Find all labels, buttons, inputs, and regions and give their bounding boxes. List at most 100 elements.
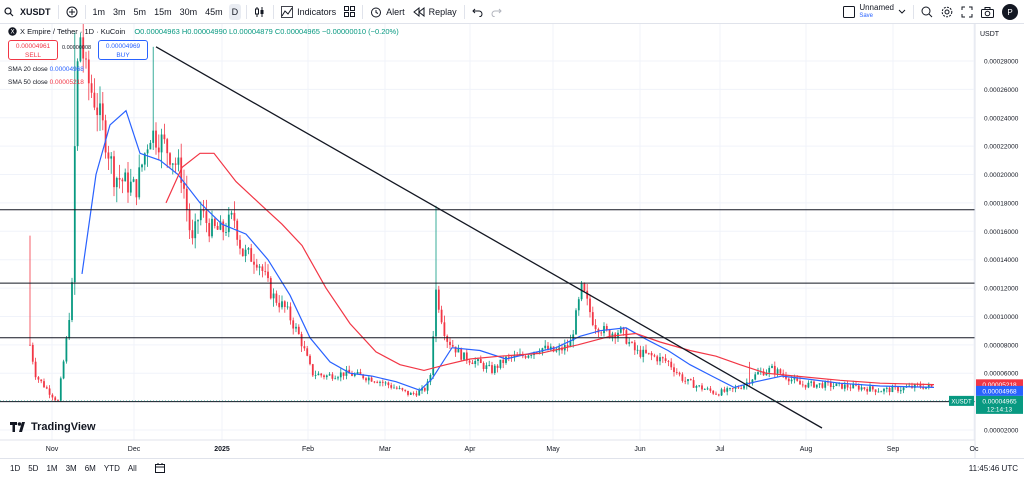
- candle-body: [860, 387, 863, 390]
- candle-body: [485, 365, 488, 370]
- sma20-legend[interactable]: SMA 20 close 0.00004968: [8, 66, 84, 73]
- spread-value: 0.00000008: [62, 45, 92, 51]
- candle-body: [633, 342, 636, 351]
- tf-15m[interactable]: 15m: [154, 6, 172, 17]
- sell-button[interactable]: 0.00004961 SELL: [8, 40, 58, 60]
- candle-body: [317, 373, 320, 376]
- tf-1m[interactable]: 1m: [92, 6, 106, 17]
- candle-body: [689, 379, 692, 381]
- time-axis: Nov Dec 2025 Feb Mar Apr May Jun Jul Aug Sep Oc: [0, 439, 979, 453]
- candle-body: [174, 163, 177, 165]
- indicators-label: Indicators: [297, 6, 337, 17]
- candle-body: [743, 385, 745, 389]
- candle-body: [869, 386, 871, 392]
- undo-button[interactable]: [468, 0, 487, 24]
- candle-body: [488, 365, 491, 366]
- candle-body: [194, 221, 197, 239]
- candle-body: [524, 356, 527, 358]
- candle-body: [639, 349, 642, 357]
- range-ytd[interactable]: YTD: [103, 464, 120, 473]
- candle-body: [891, 386, 894, 393]
- descending-trendline: [155, 46, 823, 429]
- candle-body: [706, 388, 709, 390]
- candle-body: [843, 384, 846, 389]
- buy-button[interactable]: 0.00004969 BUY: [98, 40, 148, 60]
- chart-type-button[interactable]: [250, 0, 270, 24]
- candle-body: [110, 156, 113, 159]
- candle-body: [278, 302, 281, 308]
- snapshot-button[interactable]: [977, 0, 998, 24]
- candle-body: [496, 365, 499, 368]
- range-3m[interactable]: 3M: [65, 464, 77, 473]
- time-tick-label: Feb: [302, 446, 314, 453]
- candle-body: [773, 365, 776, 374]
- candle-body: [415, 393, 418, 396]
- candle-body: [331, 374, 334, 379]
- candles-icon: [255, 6, 264, 17]
- tf-30m[interactable]: 30m: [179, 6, 198, 17]
- candle-body: [507, 356, 510, 358]
- tf-3m[interactable]: 3m: [113, 6, 126, 17]
- fullscreen-button[interactable]: [957, 0, 977, 24]
- last-price-tag: [976, 395, 1023, 414]
- goto-date-button[interactable]: [151, 462, 169, 475]
- candle-body: [888, 387, 891, 393]
- user-menu[interactable]: P: [998, 0, 1024, 24]
- candle-body: [684, 380, 687, 382]
- candle-body: [339, 372, 342, 378]
- candle-body: [726, 388, 729, 392]
- candle-body: [899, 390, 902, 392]
- redo-button[interactable]: [487, 0, 506, 24]
- settings-button[interactable]: [937, 0, 957, 24]
- indicators-button[interactable]: Indicators: [277, 0, 340, 24]
- candle-body: [412, 392, 415, 394]
- range-6m[interactable]: 6M: [84, 464, 96, 473]
- candle-body: [157, 147, 160, 153]
- replay-button[interactable]: Replay: [409, 0, 461, 24]
- candle-body: [115, 178, 118, 188]
- candle-body: [821, 383, 824, 388]
- calendar-icon: [154, 462, 165, 473]
- range-1d[interactable]: 1D: [10, 464, 21, 473]
- compare-button[interactable]: [62, 0, 82, 24]
- candle-body: [48, 388, 51, 395]
- grid-icon: [344, 6, 356, 17]
- candle-body: [591, 312, 594, 326]
- candle-body: [166, 139, 169, 154]
- quick-search-button[interactable]: [917, 0, 937, 24]
- tf-daily[interactable]: D: [228, 3, 242, 20]
- candle-body: [664, 358, 667, 361]
- candle-body: [289, 306, 292, 321]
- candle-body: [152, 130, 155, 143]
- range-1m[interactable]: 1M: [46, 464, 58, 473]
- price-chart[interactable]: 0.000175210.000123520.000085000.00004000…: [0, 24, 1024, 458]
- candle-body: [852, 384, 855, 389]
- templates-button[interactable]: [340, 0, 359, 24]
- candle-body: [622, 327, 625, 331]
- alert-button[interactable]: Alert: [366, 0, 409, 24]
- candle-body: [365, 378, 367, 381]
- candle-body: [199, 210, 202, 221]
- candle-body: [99, 103, 101, 116]
- candle-body: [813, 381, 815, 388]
- tf-5m[interactable]: 5m: [133, 6, 147, 17]
- candle-body: [325, 375, 328, 378]
- candle-body: [320, 373, 323, 376]
- candle-body: [846, 384, 849, 388]
- candle-body: [208, 223, 211, 237]
- candle-body: [712, 390, 715, 394]
- price-tick-label: 0.00028000: [984, 59, 1019, 66]
- sma50-legend[interactable]: SMA 50 close 0.00005218: [8, 79, 84, 86]
- utc-clock[interactable]: 11:45:46 UTC: [968, 464, 1018, 473]
- range-all[interactable]: All: [127, 464, 137, 473]
- candle-body: [454, 346, 457, 353]
- tradingview-logo[interactable]: TradingView: [10, 421, 96, 433]
- candle-body: [566, 344, 569, 348]
- range-5d[interactable]: 5D: [28, 464, 39, 473]
- candle-body: [897, 386, 899, 392]
- tf-45m[interactable]: 45m: [205, 6, 223, 17]
- layout-button[interactable]: Unnamed Save: [839, 0, 910, 24]
- candle-body: [698, 385, 701, 387]
- candle-body: [605, 326, 608, 330]
- symbol-search[interactable]: XUSDT: [0, 0, 55, 24]
